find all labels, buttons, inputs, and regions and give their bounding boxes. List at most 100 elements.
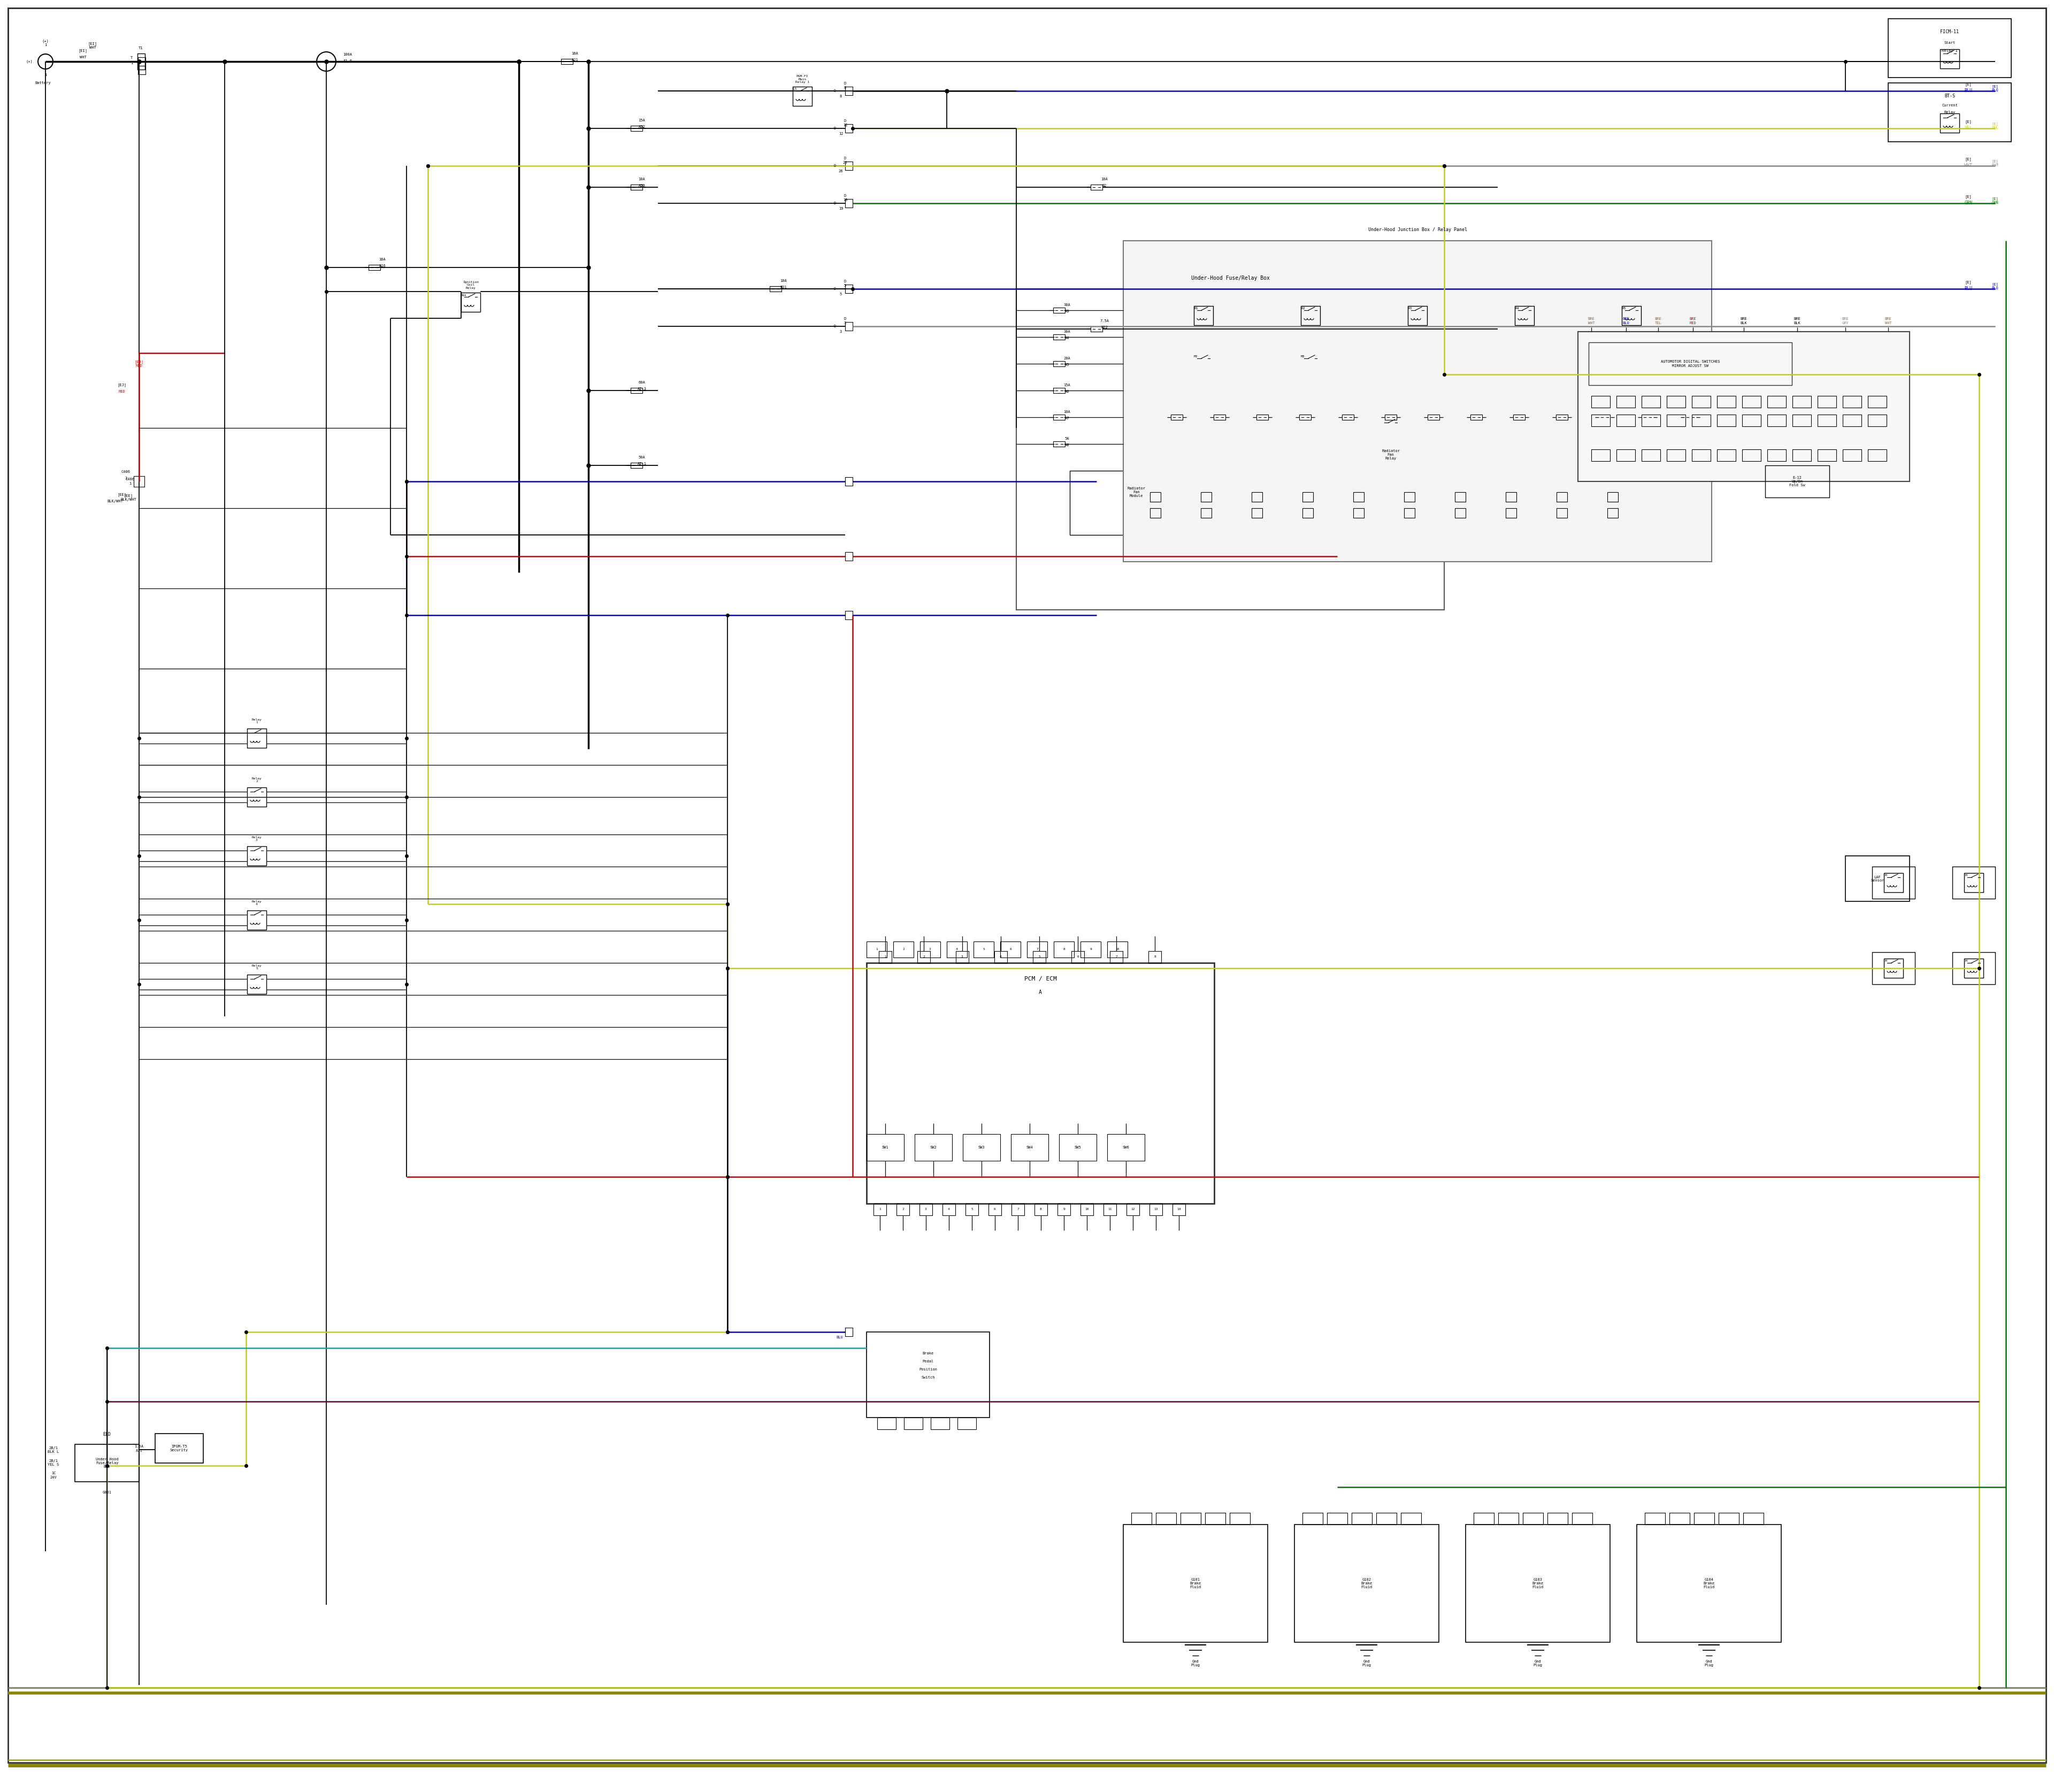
Bar — [867, 1331, 990, 1417]
Text: SW4: SW4 — [1027, 1145, 1033, 1149]
Bar — [1623, 306, 1641, 324]
Bar — [631, 387, 643, 392]
Bar — [1641, 450, 1660, 461]
Bar — [844, 323, 852, 330]
Bar — [1072, 952, 1085, 962]
Bar — [460, 292, 481, 312]
Text: 10A: 10A — [639, 177, 645, 181]
Bar — [1692, 414, 1711, 426]
Bar — [877, 1417, 896, 1430]
Text: 10A: 10A — [781, 280, 787, 283]
Bar — [1645, 1512, 1666, 1525]
Text: SW1: SW1 — [881, 1145, 889, 1149]
Text: A: A — [1039, 989, 1041, 995]
Text: BRE
BLU: BRE BLU — [1623, 317, 1629, 324]
Bar — [1497, 1512, 1518, 1525]
Bar — [1941, 48, 1960, 68]
Text: B22: B22 — [1101, 326, 1107, 330]
Text: 12: 12 — [838, 133, 842, 136]
Text: [E]
WHT: [E] WHT — [1992, 159, 1999, 167]
Text: 10A: 10A — [1064, 410, 1070, 414]
Bar — [1641, 414, 1653, 419]
Bar — [1251, 509, 1263, 518]
Text: E-12
Up/Dn
Fold Sw: E-12 Up/Dn Fold Sw — [1789, 477, 1805, 487]
Bar — [1054, 360, 1064, 366]
Text: A7: A7 — [1064, 418, 1070, 419]
Bar — [1742, 450, 1760, 461]
Bar — [1842, 450, 1861, 461]
Text: A22: A22 — [639, 125, 645, 129]
Text: PCM / ECM: PCM / ECM — [1025, 977, 1056, 982]
Bar — [138, 66, 146, 73]
Text: R3: R3 — [1407, 306, 1411, 310]
Bar — [1302, 1512, 1323, 1525]
Text: G103
Brake
Fluid: G103 Brake Fluid — [1532, 1579, 1543, 1590]
Text: IPGM-T5
Security: IPGM-T5 Security — [170, 1444, 189, 1452]
Text: 2B/1
YEL S: 2B/1 YEL S — [47, 1459, 60, 1466]
Text: A3: A3 — [1064, 310, 1070, 314]
Bar — [1764, 466, 1830, 498]
Text: [E]: [E] — [1966, 82, 1972, 86]
Text: 10: 10 — [1115, 948, 1119, 952]
Text: YEL: YEL — [1964, 125, 1972, 131]
Bar — [1588, 342, 1791, 385]
Bar — [1666, 414, 1686, 426]
Text: [EI]: [EI] — [78, 48, 88, 52]
Text: BT-S: BT-S — [1945, 93, 1955, 99]
Bar — [867, 941, 887, 957]
Text: 15A: 15A — [639, 118, 645, 122]
Bar — [844, 199, 852, 208]
Bar — [1428, 414, 1440, 419]
Text: (+)
1: (+) 1 — [41, 39, 49, 47]
Text: RED: RED — [119, 391, 125, 392]
Bar — [1354, 509, 1364, 518]
Bar — [1717, 450, 1736, 461]
Bar — [1670, 1512, 1690, 1525]
Bar — [1684, 414, 1697, 419]
Text: Battery: Battery — [35, 81, 51, 84]
Bar — [1717, 396, 1736, 407]
Text: [E]: [E] — [1966, 120, 1972, 124]
Bar — [1000, 941, 1021, 957]
Text: (+): (+) — [27, 59, 33, 63]
Text: 3: 3 — [840, 330, 842, 333]
Bar — [1091, 185, 1103, 190]
Bar — [1695, 1512, 1715, 1525]
Text: [EJ]: [EJ] — [117, 383, 127, 387]
Text: BRE
BLK: BRE BLK — [1740, 317, 1748, 324]
Bar — [1132, 1512, 1152, 1525]
Bar — [1592, 396, 1610, 407]
Bar — [1842, 414, 1861, 426]
Bar — [1103, 1204, 1115, 1215]
Text: R4: R4 — [1516, 306, 1520, 310]
Text: BRE
WHT: BRE WHT — [1886, 317, 1892, 324]
Bar — [988, 1204, 1002, 1215]
Text: [EJ]
RED: [EJ] RED — [134, 360, 144, 367]
Text: 1: 1 — [129, 61, 134, 65]
Text: Gnd
Plug: Gnd Plug — [1532, 1659, 1543, 1667]
Bar — [1302, 509, 1313, 518]
Text: A2-1: A2-1 — [637, 462, 647, 466]
Text: FICM-11: FICM-11 — [1941, 30, 1960, 34]
Text: M44: M44 — [460, 294, 466, 297]
Text: Under-Hood Junction Box / Relay Panel: Under-Hood Junction Box / Relay Panel — [1368, 228, 1467, 233]
Bar — [1251, 493, 1263, 502]
Text: G102
Brake
Fluid: G102 Brake Fluid — [1362, 1579, 1372, 1590]
Bar — [893, 941, 914, 957]
Bar — [74, 1444, 140, 1482]
Bar — [1294, 1525, 1440, 1641]
Bar — [974, 941, 994, 957]
Text: WHT: WHT — [1964, 163, 1972, 168]
Bar — [1150, 509, 1161, 518]
Text: 7.5A: 7.5A — [1101, 319, 1109, 323]
Text: 1C
24V: 1C 24V — [49, 1471, 58, 1478]
Bar — [844, 86, 852, 95]
Text: Relay: Relay — [1943, 111, 1955, 115]
Text: 10A: 10A — [1101, 177, 1107, 181]
Bar — [1692, 450, 1711, 461]
Bar — [1181, 1512, 1202, 1525]
Bar — [1327, 1512, 1347, 1525]
Bar — [1557, 509, 1567, 518]
Bar — [896, 1204, 910, 1215]
Bar — [1793, 396, 1812, 407]
